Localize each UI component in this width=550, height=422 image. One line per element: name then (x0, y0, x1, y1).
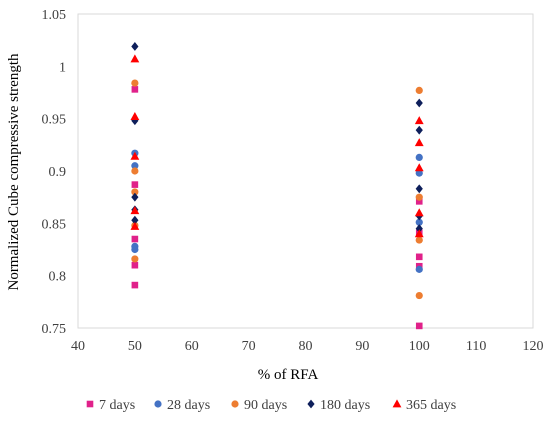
legend-item: 180 days (307, 398, 370, 413)
data-point (131, 79, 139, 87)
data-point (415, 253, 423, 261)
series-180-days (131, 42, 423, 233)
legend-item: 7 days (86, 398, 135, 413)
data-point (415, 322, 423, 330)
data-point (415, 184, 423, 194)
x-tick-label: 110 (466, 339, 486, 354)
y-tick-label: 1 (59, 60, 66, 75)
data-point (414, 163, 424, 172)
x-tick-label: 100 (409, 339, 430, 354)
series-7-days (131, 86, 423, 330)
data-point (130, 111, 140, 120)
data-point (415, 125, 423, 135)
legend: 7 days 28 days 90 days 180 days 365 days (86, 398, 456, 413)
plot-area (77, 13, 534, 329)
data-point (415, 198, 423, 205)
y-tick-label: 0.95 (42, 113, 67, 128)
data-point (415, 265, 423, 273)
data-point (414, 116, 424, 125)
data-point (131, 162, 139, 170)
data-points (130, 42, 424, 330)
data-point (415, 193, 423, 201)
x-axis-ticks: 40 50 60 70 80 90 100 110 120 (71, 339, 544, 354)
y-tick-label: 0.75 (42, 322, 67, 337)
data-point (131, 245, 139, 254)
x-tick-label: 120 (523, 339, 544, 354)
data-point (131, 167, 139, 175)
data-point (414, 229, 424, 238)
data-point (131, 261, 139, 269)
data-point (415, 224, 423, 233)
legend-label: 7 days (99, 398, 135, 413)
data-point (415, 218, 423, 226)
data-point (414, 138, 424, 147)
legend-item: 28 days (154, 398, 210, 413)
series-90-days (131, 79, 423, 300)
x-axis-title: % of RFA (258, 367, 319, 383)
data-point (415, 236, 423, 244)
data-point (130, 221, 140, 230)
data-point (415, 98, 423, 108)
legend-marker-triangle (392, 399, 402, 408)
y-axis-title: Normalized Cube compressive strength (6, 53, 22, 291)
x-tick-label: 80 (299, 339, 313, 354)
data-point (130, 151, 140, 160)
data-point (415, 169, 423, 177)
data-point (131, 255, 139, 263)
data-point (414, 208, 424, 217)
y-tick-label: 0.9 (49, 165, 67, 180)
data-point (131, 42, 139, 51)
data-point (131, 86, 139, 93)
data-point (131, 281, 139, 289)
y-axis-ticks: 0.75 0.8 0.85 0.9 0.95 1 1.05 (42, 8, 67, 337)
plot-border (77, 13, 534, 329)
data-point (131, 215, 139, 225)
data-point (131, 181, 139, 188)
legend-item: 365 days (392, 398, 456, 413)
data-point (131, 235, 139, 243)
legend-marker-circle (154, 400, 162, 408)
data-point (415, 291, 423, 300)
legend-item: 90 days (231, 398, 287, 413)
legend-marker-square (86, 400, 94, 408)
x-tick-label: 40 (71, 339, 85, 354)
data-point (131, 188, 139, 196)
data-point (130, 54, 140, 63)
data-point (415, 86, 423, 95)
x-tick-label: 70 (242, 339, 256, 354)
series-365-days (130, 54, 424, 238)
data-point (131, 116, 139, 126)
legend-label: 365 days (406, 398, 456, 413)
y-tick-label: 0.8 (49, 270, 67, 285)
legend-label: 180 days (320, 398, 370, 413)
data-point (130, 206, 140, 215)
y-tick-label: 0.85 (42, 217, 67, 232)
legend-label: 28 days (167, 398, 210, 413)
series-28-days (131, 149, 423, 273)
legend-label: 90 days (244, 398, 287, 413)
y-tick-label: 1.05 (42, 8, 67, 23)
data-point (415, 153, 423, 161)
x-tick-label: 50 (128, 339, 142, 354)
legend-marker-circle (231, 400, 239, 408)
x-tick-label: 90 (355, 339, 369, 354)
legend-marker-diamond (307, 399, 315, 409)
x-tick-label: 60 (185, 339, 199, 354)
data-point (131, 192, 139, 202)
